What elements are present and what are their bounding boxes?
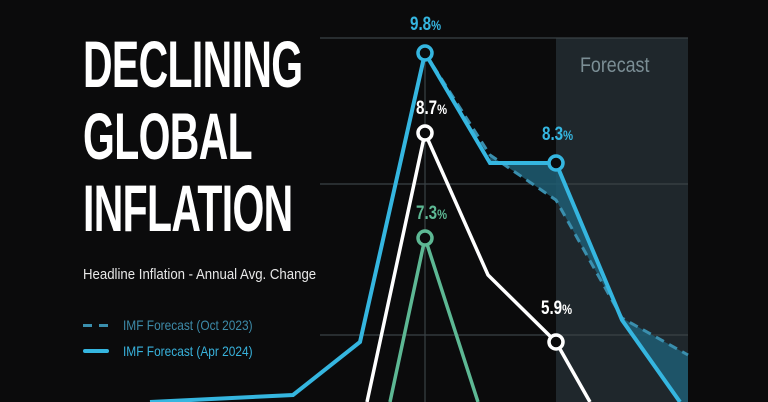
label-value: 8.3: [542, 124, 564, 145]
marker-blue-forecast: [547, 154, 565, 172]
legend-item-apr-2024: IMF Forecast (Apr 2024): [83, 338, 276, 364]
label-value: 8.7: [416, 98, 438, 119]
solid-line-icon: [83, 349, 109, 353]
marker-white-peak: [416, 124, 434, 142]
series-apr-2024-solid: [149, 47, 682, 402]
series-oct-2023-dashed: [423, 52, 689, 357]
legend-label: IMF Forecast (Apr 2024): [123, 343, 253, 359]
page-title: Declining Global Inflation: [83, 27, 303, 245]
label-value: 9.8: [410, 14, 432, 35]
marker-blue-peak: [416, 44, 434, 62]
legend-item-oct-2023: IMF Forecast (Oct 2023): [83, 312, 276, 338]
series-green: [388, 231, 480, 402]
dashed-line-icon: [83, 323, 109, 327]
label-value: 7.3: [416, 203, 438, 224]
chart-legend: IMF Forecast (Oct 2023) IMF Forecast (Ap…: [83, 312, 276, 364]
forecast-label: Forecast: [580, 54, 650, 77]
title-line-1: Declining: [83, 27, 303, 101]
label-white-forecast: 5.9%: [541, 298, 572, 320]
label-unit: %: [437, 206, 448, 222]
label-white-peak: 8.7%: [416, 98, 447, 120]
label-blue-peak: 9.8%: [410, 14, 441, 36]
marker-green-peak: [416, 229, 434, 247]
legend-label: IMF Forecast (Oct 2023): [123, 317, 253, 333]
chart-subtitle: Headline Inflation - Annual Avg. Change: [83, 266, 317, 283]
label-unit: %: [562, 301, 573, 317]
label-green-peak: 7.3%: [416, 203, 447, 225]
title-line-2: Global: [83, 99, 253, 173]
title-line-3: Inflation: [83, 171, 293, 245]
marker-white-forecast: [547, 333, 565, 351]
label-unit: %: [563, 127, 574, 143]
label-unit: %: [437, 101, 448, 117]
label-unit: %: [431, 17, 442, 33]
label-blue-forecast: 8.3%: [542, 124, 573, 146]
series-white: [365, 127, 592, 402]
label-value: 5.9: [541, 298, 563, 319]
